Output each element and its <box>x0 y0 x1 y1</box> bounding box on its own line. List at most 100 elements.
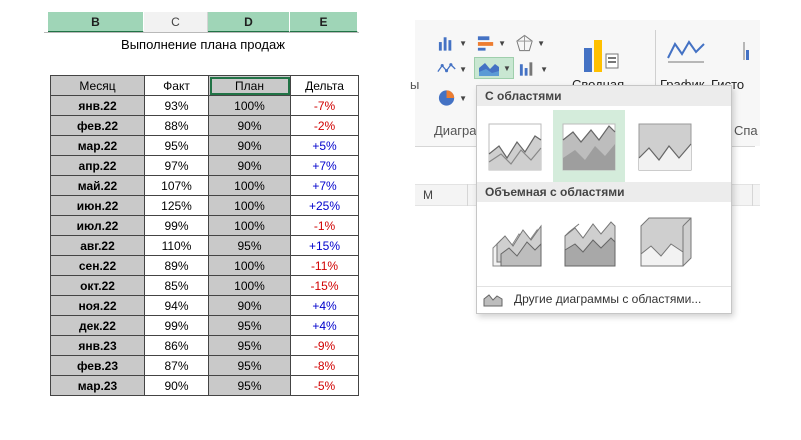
cell-delta[interactable]: +7% <box>290 175 359 196</box>
table-header-row: Месяц Факт План Дельта <box>50 75 359 96</box>
cell-delta[interactable]: +15% <box>290 235 359 256</box>
cell-fact[interactable]: 95% <box>144 135 209 156</box>
cell-month[interactable]: ноя.22 <box>50 295 145 316</box>
cell-month[interactable]: янв.23 <box>50 335 145 356</box>
cell-month[interactable]: апр.22 <box>50 155 145 176</box>
radar-chart-button[interactable]: ▼ <box>515 32 545 54</box>
cell-month[interactable]: май.22 <box>50 175 145 196</box>
table-row: ноя.22 94% 90% +4% <box>50 295 359 316</box>
cell-month[interactable]: мар.22 <box>50 135 145 156</box>
cell-plan[interactable]: 95% <box>208 315 291 336</box>
area-3d-chart-option[interactable] <box>479 206 551 278</box>
header-plan[interactable]: План <box>208 75 291 96</box>
cell-plan[interactable]: 100% <box>208 95 291 116</box>
area-chart-option[interactable] <box>479 110 551 182</box>
cell-plan[interactable]: 100% <box>208 275 291 296</box>
cell-fact[interactable]: 93% <box>144 95 209 116</box>
column-header-b[interactable]: B <box>48 12 144 33</box>
column-chart-icon <box>438 37 452 51</box>
column-header-e[interactable]: E <box>290 12 358 33</box>
pie-chart-button[interactable]: ▼ <box>437 87 467 109</box>
cell-fact[interactable]: 86% <box>144 335 209 356</box>
cell-delta[interactable]: -9% <box>290 335 359 356</box>
cell-delta[interactable]: +4% <box>290 295 359 316</box>
cell-plan[interactable]: 90% <box>208 155 291 176</box>
cell-plan[interactable]: 95% <box>208 335 291 356</box>
pivot-chart-button[interactable] <box>580 36 620 76</box>
cell-month[interactable]: июн.22 <box>50 195 145 216</box>
table-row: авг.22 110% 95% +15% <box>50 235 359 256</box>
cell-plan[interactable]: 90% <box>208 135 291 156</box>
cell-month[interactable]: янв.22 <box>50 95 145 116</box>
more-area-charts-link[interactable]: Другие диаграммы с областями... <box>477 286 731 310</box>
header-fact[interactable]: Факт <box>144 75 209 96</box>
cell-delta[interactable]: -1% <box>290 215 359 236</box>
cell-fact[interactable]: 89% <box>144 255 209 276</box>
cell-fact[interactable]: 87% <box>144 355 209 376</box>
area-chart-small-icon <box>483 294 503 307</box>
cell-delta[interactable]: -7% <box>290 95 359 116</box>
header-delta[interactable]: Дельта <box>290 75 359 96</box>
sparkline-line-button[interactable] <box>666 36 706 76</box>
scatter-chart-button[interactable]: ▼ <box>437 58 467 80</box>
cell-delta[interactable]: -11% <box>290 255 359 276</box>
cell-plan[interactable]: 90% <box>208 295 291 316</box>
cell-delta[interactable]: +7% <box>290 155 359 176</box>
cell-delta[interactable]: -2% <box>290 115 359 136</box>
more-area-charts-label[interactable]: Другие диаграммы с областями... <box>514 292 702 306</box>
cell-month[interactable]: фев.23 <box>50 355 145 376</box>
cell-plan[interactable]: 95% <box>208 375 291 396</box>
cell-delta[interactable]: +4% <box>290 315 359 336</box>
cell-fact[interactable]: 88% <box>144 115 209 136</box>
cell-fact[interactable]: 110% <box>144 235 209 256</box>
cell-month[interactable]: мар.23 <box>50 375 145 396</box>
header-month[interactable]: Месяц <box>50 75 145 96</box>
sheet-title[interactable]: Выполнение плана продаж <box>121 37 285 52</box>
stacked-area-3d-chart-thumb-icon <box>564 221 616 267</box>
column-chart-button[interactable]: ▼ <box>437 32 467 54</box>
cell-plan[interactable]: 95% <box>208 355 291 376</box>
cell-fact[interactable]: 94% <box>144 295 209 316</box>
cell-month[interactable]: авг.22 <box>50 235 145 256</box>
row-divider <box>44 32 359 33</box>
cell-fact[interactable]: 107% <box>144 175 209 196</box>
cell-month[interactable]: сен.22 <box>50 255 145 276</box>
percent-stacked-area-3d-chart-option[interactable] <box>629 206 701 278</box>
column-header-m[interactable]: M <box>423 188 433 202</box>
cell-delta[interactable]: +5% <box>290 135 359 156</box>
cell-fact[interactable]: 99% <box>144 315 209 336</box>
sparkline-line-icon <box>667 40 705 63</box>
cell-plan[interactable]: 100% <box>208 175 291 196</box>
cell-delta[interactable]: -5% <box>290 375 359 396</box>
column-header-d[interactable]: D <box>208 12 290 33</box>
cell-month[interactable]: дек.22 <box>50 315 145 336</box>
charts-group-label: Диагра <box>434 123 477 138</box>
stacked-area-3d-chart-option[interactable] <box>553 206 625 278</box>
area-chart-button[interactable]: ▼ <box>474 57 514 79</box>
cell-plan[interactable]: 100% <box>208 195 291 216</box>
cell-month[interactable]: фев.22 <box>50 115 145 136</box>
cell-month[interactable]: окт.22 <box>50 275 145 296</box>
scatter-chart-icon <box>437 63 456 73</box>
cell-delta[interactable]: -8% <box>290 355 359 376</box>
percent-stacked-area-chart-option[interactable] <box>629 110 701 182</box>
cell-fact[interactable]: 99% <box>144 215 209 236</box>
stock-chart-button[interactable]: ▼ <box>518 58 548 80</box>
cell-fact[interactable]: 90% <box>144 375 209 396</box>
cell-fact[interactable]: 85% <box>144 275 209 296</box>
cell-plan[interactable]: 100% <box>208 255 291 276</box>
cell-delta[interactable]: +25% <box>290 195 359 216</box>
bar-chart-button[interactable]: ▼ <box>476 32 506 54</box>
cell-fact[interactable]: 97% <box>144 155 209 176</box>
cell-plan[interactable]: 95% <box>208 235 291 256</box>
cell-plan[interactable]: 100% <box>208 215 291 236</box>
table-row: янв.23 86% 95% -9% <box>50 335 359 356</box>
cell-delta[interactable]: -15% <box>290 275 359 296</box>
stacked-area-chart-option[interactable] <box>553 110 625 182</box>
section-3d-area: Объемная с областями <box>477 182 731 202</box>
column-header-c[interactable]: C <box>144 12 208 33</box>
cell-month[interactable]: июл.22 <box>50 215 145 236</box>
cell-plan[interactable]: 90% <box>208 115 291 136</box>
table-row: май.22 107% 100% +7% <box>50 175 359 196</box>
cell-fact[interactable]: 125% <box>144 195 209 216</box>
